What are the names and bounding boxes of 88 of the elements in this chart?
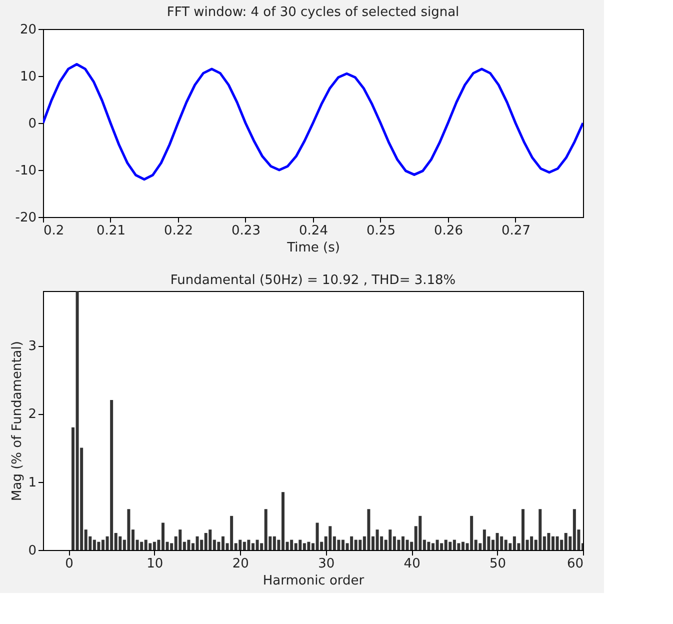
bar [256, 540, 259, 550]
bar [538, 509, 542, 550]
bar [92, 540, 96, 550]
bar [547, 532, 550, 550]
bar [187, 540, 190, 550]
bar [144, 540, 148, 550]
x-tick-label: 0.23 [232, 224, 260, 238]
bar [376, 530, 379, 550]
bar [350, 536, 354, 550]
y-tick-label: 10 [20, 70, 36, 84]
line-series [43, 63, 583, 181]
bar [290, 540, 294, 550]
bar [406, 540, 409, 550]
bar [418, 516, 422, 550]
bar [427, 542, 430, 550]
bar [564, 532, 568, 550]
bar [316, 522, 319, 550]
bar [367, 509, 370, 550]
x-axis-title: Harmonic order [262, 574, 365, 588]
bar [230, 516, 234, 550]
bar [482, 530, 486, 550]
bar [97, 542, 100, 550]
y-tick-label: 0 [28, 116, 36, 132]
bar [110, 400, 114, 550]
bar [204, 532, 208, 550]
bar [496, 532, 499, 550]
y-axis-title: Mag (% of Fundamental) [10, 341, 26, 501]
bar [556, 536, 559, 550]
y-tick-label: 3 [28, 339, 36, 354]
y-tick-label: 2 [28, 407, 36, 422]
bar [272, 536, 276, 550]
bar [530, 536, 534, 550]
x-tick-label: 0.2 [44, 224, 64, 238]
bar [436, 540, 439, 550]
bar [500, 536, 504, 550]
x-tick-label: 60 [566, 556, 584, 572]
bar [118, 536, 122, 550]
y-tick-label: -20 [15, 210, 36, 226]
bar [470, 516, 474, 550]
bar [452, 540, 456, 550]
bar [242, 542, 246, 550]
bar [358, 540, 362, 550]
bar [127, 509, 130, 550]
bar [238, 540, 242, 550]
y-tick-label: 0 [28, 544, 36, 558]
bar [196, 536, 199, 550]
bar [178, 530, 182, 550]
bar [302, 543, 306, 550]
bar [307, 542, 310, 550]
bar [264, 509, 268, 550]
x-tick-label: 40 [404, 556, 420, 572]
x-tick-label: 30 [318, 556, 335, 572]
bar [298, 540, 302, 550]
bar [448, 542, 452, 550]
x-tick-label: 0.24 [299, 224, 328, 238]
bar [572, 509, 576, 550]
bar [76, 291, 79, 550]
bar [337, 540, 340, 550]
bar [397, 540, 400, 550]
bar [457, 543, 460, 550]
x-tick-label: 50 [490, 556, 506, 572]
bar [294, 543, 298, 550]
chart-title: Fundamental (50Hz) = 10.92 , THD= 3.18% [170, 273, 456, 288]
x-tick-label: 0 [65, 556, 74, 572]
y-tick-label: -10 [15, 164, 36, 178]
x-tick-label: 0.22 [164, 224, 193, 238]
bar [388, 530, 392, 550]
x-tick-label: 0.21 [96, 224, 126, 238]
x-axis-title: Time (s) [286, 240, 340, 256]
y-tick-label: 20 [20, 22, 36, 38]
y-tick-label: 1 [28, 475, 36, 490]
bar [140, 542, 144, 550]
x-tick-label: 20 [232, 556, 249, 572]
bar [440, 543, 444, 550]
bar [512, 536, 516, 550]
x-tick-label: 10 [146, 556, 164, 572]
bar [504, 540, 508, 550]
x-tick-label: 0.26 [434, 224, 463, 238]
bar [208, 530, 212, 550]
bar [247, 540, 250, 550]
x-tick-label: 0.27 [502, 224, 530, 238]
chart-title: FFT window: 4 of 30 cycles of selected signal [166, 5, 460, 20]
x-tick-label: 0.25 [366, 224, 396, 238]
bar [148, 543, 152, 550]
bar [328, 526, 332, 550]
bar [444, 540, 448, 550]
bar [152, 542, 156, 550]
bar [354, 540, 358, 550]
